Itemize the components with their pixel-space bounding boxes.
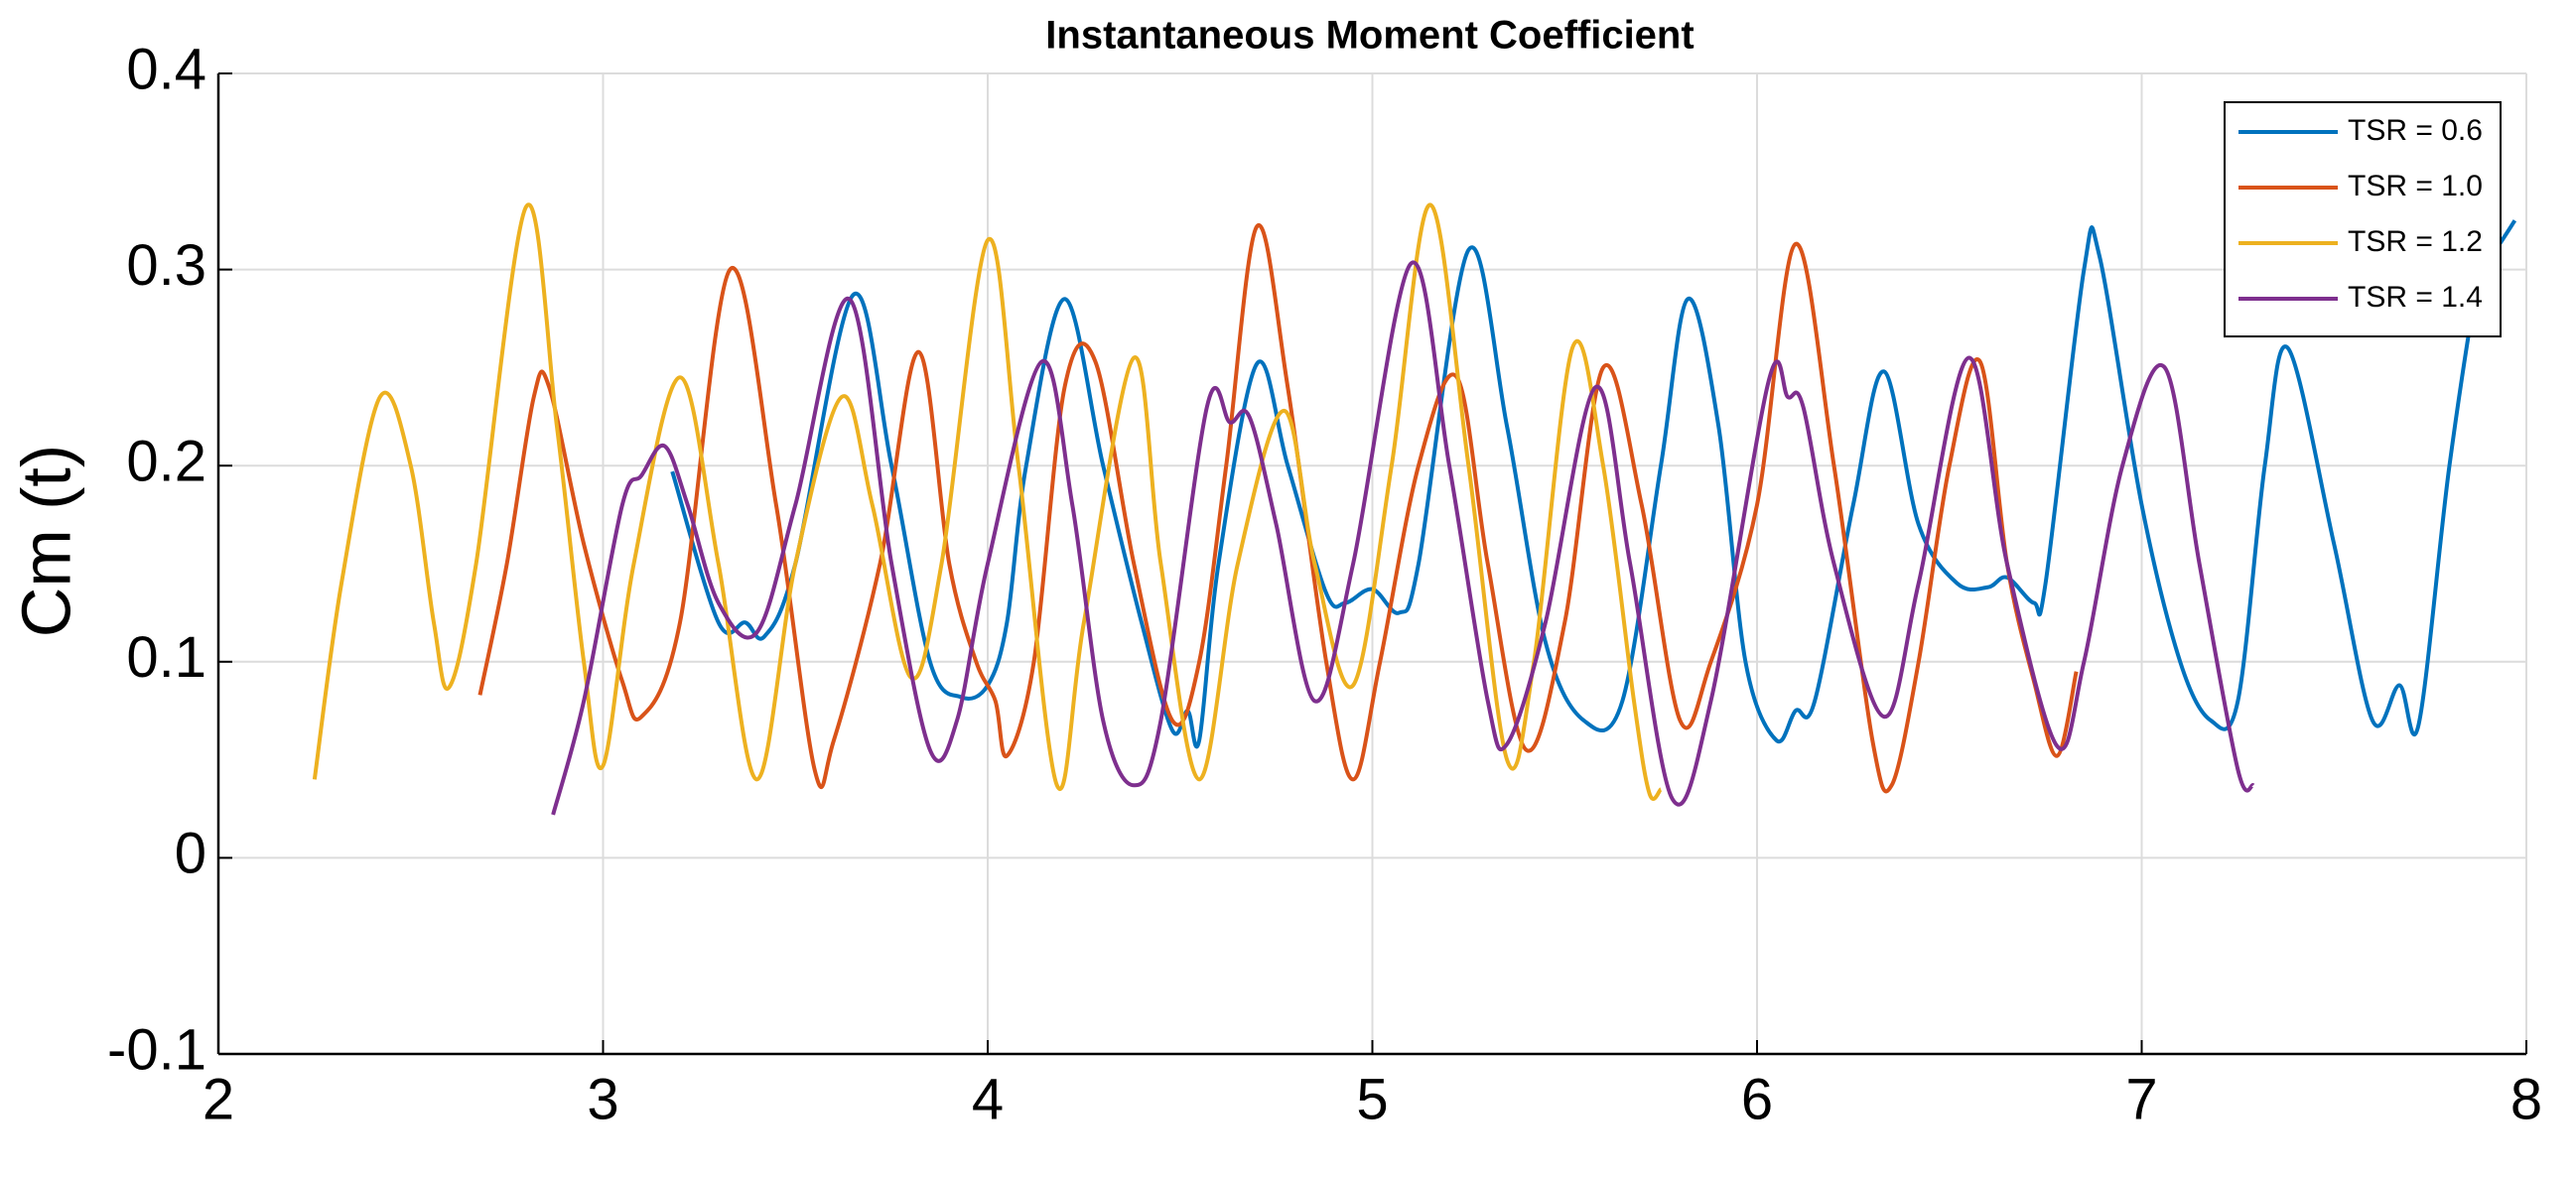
- line-series: [551, 260, 2255, 816]
- line-series: [477, 223, 2079, 794]
- x-tick-label: 7: [2125, 1067, 2157, 1131]
- x-tick-label: 2: [203, 1067, 234, 1131]
- legend-label: TSR = 0.6: [2348, 114, 2483, 147]
- y-tick-label: 0: [175, 822, 206, 886]
- legend-label: TSR = 1.0: [2348, 170, 2483, 202]
- chart-title: Instantaneous Moment Coefficient: [1045, 14, 1694, 58]
- legend-label: TSR = 1.2: [2348, 225, 2483, 258]
- x-tick-label: 6: [1741, 1067, 1773, 1131]
- x-tick-label: 8: [2510, 1067, 2542, 1131]
- y-axis-label: Cm (t): [7, 445, 84, 637]
- y-tick-label: 0.3: [126, 233, 206, 298]
- line-series: [312, 202, 1663, 801]
- x-tick-label: 3: [587, 1067, 618, 1131]
- x-tick-label: 4: [972, 1067, 1004, 1131]
- line-series: [670, 219, 2517, 749]
- legend-label: TSR = 1.4: [2348, 281, 2483, 314]
- x-tick-label: 5: [1356, 1067, 1388, 1131]
- y-tick-label: -0.1: [107, 1017, 206, 1082]
- y-tick-label: 0.1: [126, 625, 206, 690]
- y-tick-label: 0.2: [126, 430, 206, 494]
- y-tick-label: 0.4: [126, 37, 206, 101]
